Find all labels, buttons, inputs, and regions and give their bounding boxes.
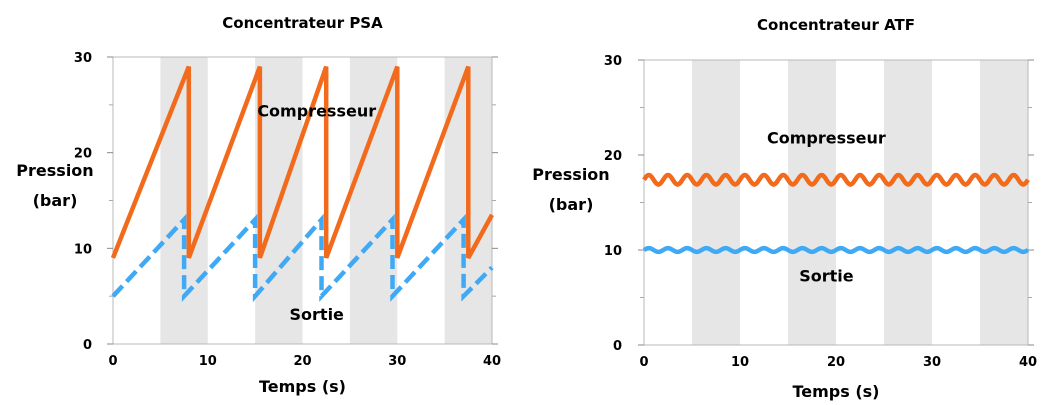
- y-tick-label: 20: [74, 147, 92, 162]
- y-tick-label: 10: [74, 242, 92, 257]
- series-line-sortie: [642, 245, 1030, 255]
- x-tick-label: 40: [483, 354, 501, 369]
- series-line-sortie: [111, 213, 494, 303]
- chart-title: Concentrateur ATF: [757, 16, 915, 34]
- grid-band: [160, 57, 208, 344]
- atf-chart: 0 10 20 30 0 10 20 30 40 Compresseur Sortie Concent…: [532, 16, 1037, 401]
- grid-band: [788, 60, 836, 345]
- y-axis-label: Pression: [532, 165, 609, 184]
- y-tick-label: 30: [74, 51, 92, 66]
- x-tick-label: 10: [731, 355, 749, 370]
- psa-chart: 0 10 20 30 0 10 20 30 40 Compresseur Sortie Concent…: [16, 14, 501, 396]
- x-tick-label: 10: [199, 354, 217, 369]
- x-tick-label: 30: [388, 354, 406, 369]
- y-axis-label: (bar): [549, 195, 594, 214]
- series-annotation: Sortie: [290, 305, 345, 324]
- y-axis-label: (bar): [33, 191, 78, 210]
- x-tick-label: 20: [293, 354, 311, 369]
- series-annotation: Sortie: [799, 266, 854, 285]
- grid-band: [980, 60, 1028, 345]
- y-tick-label: 20: [604, 149, 622, 164]
- x-tick-label: 0: [108, 354, 117, 369]
- y-tick-label: 10: [604, 244, 622, 259]
- y-tick-label: 0: [83, 338, 92, 353]
- series-line-compresseur: [642, 172, 1030, 187]
- grid-band: [884, 60, 932, 345]
- x-tick-label: 40: [1019, 355, 1037, 370]
- grid-band: [349, 57, 398, 344]
- y-axis-label: Pression: [16, 161, 93, 180]
- series-annotation: Compresseur: [257, 101, 376, 120]
- y-tick-label: 0: [613, 339, 622, 354]
- x-tick-label: 0: [639, 355, 648, 370]
- grid-band: [692, 60, 740, 345]
- chart-title: Concentrateur PSA: [222, 14, 383, 32]
- series-annotation: Compresseur: [767, 129, 886, 148]
- x-tick-label: 20: [827, 355, 845, 370]
- series-line-compresseur: [110, 65, 494, 259]
- x-tick-label: 30: [923, 355, 941, 370]
- x-axis-label: Temps (s): [259, 377, 346, 396]
- x-axis-label: Temps (s): [792, 382, 879, 401]
- y-tick-label: 30: [604, 54, 622, 69]
